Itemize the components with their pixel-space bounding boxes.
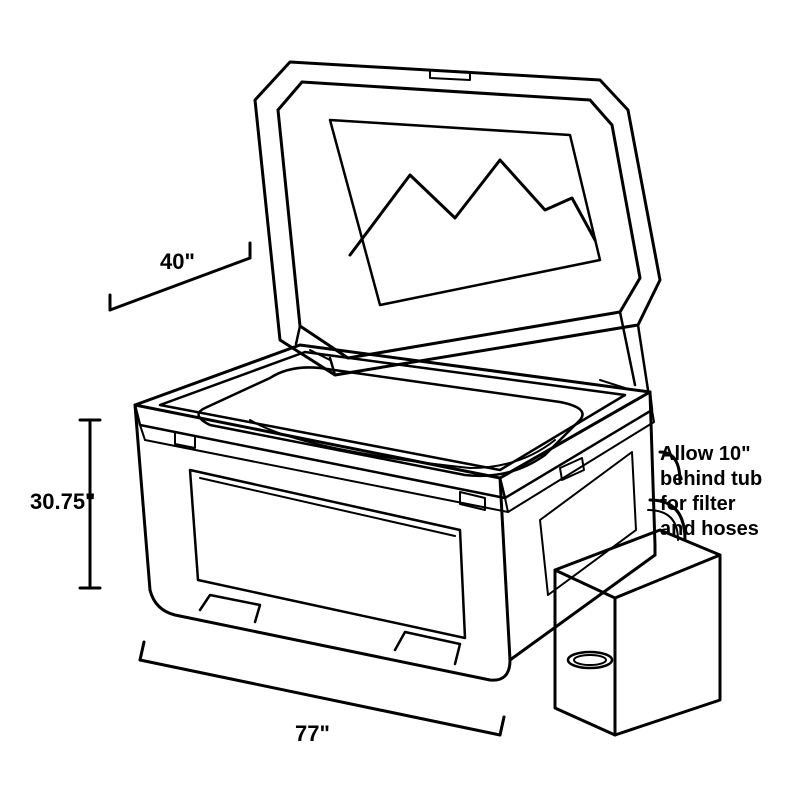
height-dimension-label: 30.75" — [30, 488, 95, 516]
length-dimension-label: 77" — [295, 720, 330, 748]
clearance-note: Allow 10" behind tub for filter and hose… — [660, 442, 762, 542]
tub-illustration — [0, 0, 800, 800]
diagram-canvas: 40" 30.75" 77" Allow 10" behind tub for … — [0, 0, 800, 800]
width-dimension-label: 40" — [160, 248, 195, 276]
